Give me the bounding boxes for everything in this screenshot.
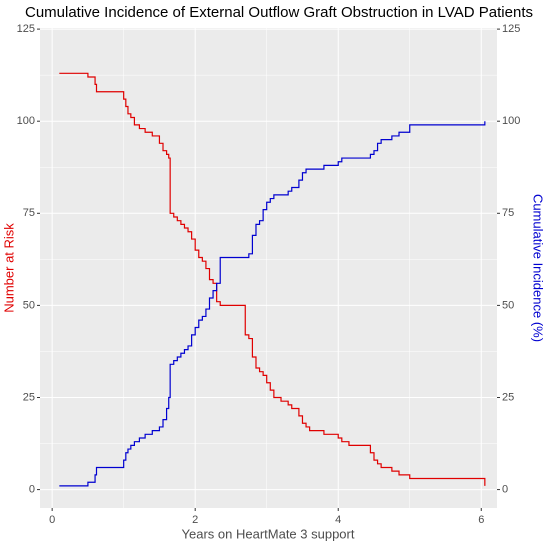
x-tick-label: 2 — [192, 514, 198, 526]
y-axis-label: Number at Risk — [1, 223, 16, 313]
y-tick-label: 100 — [17, 115, 35, 127]
x-tick-label: 0 — [49, 514, 55, 526]
y2-tick-label: 100 — [502, 115, 520, 127]
panel — [40, 28, 497, 508]
y2-axis-label: Cumulative Incidence (%) — [531, 194, 546, 342]
y2-tick-label: 75 — [502, 207, 514, 219]
y-tick-label: 25 — [23, 391, 35, 403]
y2-tick-label: 0 — [502, 483, 508, 495]
y-tick-label: 75 — [23, 207, 35, 219]
x-tick-label: 4 — [335, 514, 341, 526]
y-tick-label: 0 — [29, 483, 35, 495]
y-tick-label: 50 — [23, 299, 35, 311]
y2-tick-label: 25 — [502, 391, 514, 403]
y-tick-label: 125 — [17, 23, 35, 35]
series-line — [59, 121, 486, 487]
y2-tick-label: 50 — [502, 299, 514, 311]
y2-tick-label: 125 — [502, 23, 520, 35]
x-tick-label: 6 — [478, 514, 484, 526]
x-axis-label: Years on HeartMate 3 support — [182, 526, 355, 541]
chart-title: Cumulative Incidence of External Outflow… — [25, 4, 533, 21]
series-line — [59, 72, 486, 486]
